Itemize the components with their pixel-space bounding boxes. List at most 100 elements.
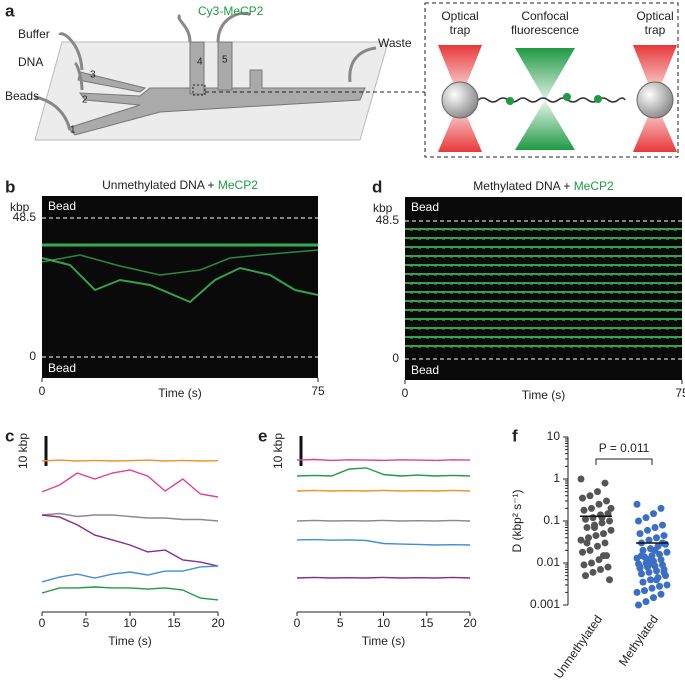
point [647,576,654,584]
point [651,524,659,532]
panel-label: e [258,426,267,445]
x-axis-label: Time (s) [522,388,566,402]
trace [41,565,219,583]
point [597,566,604,574]
trace [41,514,219,567]
flow-cell [34,11,425,141]
point [650,594,657,602]
point [639,546,647,554]
category-label: Unmethylated [551,613,605,682]
point [604,563,612,571]
point [603,497,610,505]
point [589,568,597,576]
x-tick-label: 15 [420,616,434,630]
point [594,542,601,550]
point [600,530,607,538]
point [585,534,592,542]
x-tick-label: 10 [377,616,391,630]
trace [296,458,471,462]
point [580,561,588,569]
trace [296,519,471,522]
point [650,510,657,518]
point [577,536,585,544]
trace [296,467,471,477]
trace [41,586,219,601]
point [594,488,601,496]
x-tick-label: 0 [39,616,46,630]
point [592,532,600,540]
y-tick-label: 10 [547,429,561,443]
point [648,552,656,560]
x-axis-label: Time (s) [108,634,152,648]
y-tick-label: 0.1 [543,513,560,527]
point [586,492,594,500]
point [653,576,660,584]
y-tick-label: 0 [392,351,399,365]
point [606,517,613,525]
point [607,526,615,534]
point [656,582,663,590]
point [601,539,609,547]
point [659,521,666,529]
title-protein: MeCP2 [574,179,614,193]
point [642,598,650,606]
point [645,561,653,569]
inset-label: Confocal [521,9,568,23]
point [657,504,665,512]
point [657,590,665,598]
point [604,510,612,518]
point [656,550,663,558]
point [638,552,645,560]
point [645,536,653,544]
point [595,556,603,564]
bead-label: Bead [411,200,439,214]
point [598,514,606,522]
channel-number: 3 [90,70,96,81]
x-tick-label: 0 [39,384,46,398]
channel-number: 1 [70,125,76,136]
point [598,519,606,527]
point [577,475,585,483]
x-tick-label: 75 [311,384,325,398]
protein-label: Cy3-MeCP2 [198,4,264,18]
point [588,559,595,567]
y-tick-label: 48.5 [13,210,37,224]
point [595,500,603,508]
point [639,578,647,586]
y-tick-label: 0 [29,349,36,363]
panel-label: b [5,177,15,196]
point [589,514,597,522]
point [644,556,651,564]
inset [424,2,679,158]
y-tick-label: 0.01 [537,555,561,569]
trace [41,459,219,462]
bead-label: Bead [48,199,76,213]
trace [41,469,219,498]
y-tick-label: 0.001 [530,597,560,611]
channel-number: 5 [222,55,228,66]
point [660,532,668,540]
title-text: Methylated DNA + [473,179,570,193]
point [601,479,609,487]
title-text: Unmethylated DNA + [102,178,214,192]
point [653,534,660,542]
x-tick-label: 0 [402,386,409,400]
channel-number: 4 [197,57,203,68]
point [586,546,594,554]
point [635,601,642,609]
title-protein: MeCP2 [218,178,258,192]
panel-label: a [5,1,15,20]
inlet-label: Buffer [18,27,50,41]
inlet-label: Beads [5,89,39,103]
point [582,572,589,580]
bracket [595,458,653,465]
scale-bar-label: 10 kbp [16,433,30,469]
point [579,548,586,556]
trace [296,489,471,492]
inset-label: trap [645,23,666,37]
point [600,552,607,560]
point [653,567,660,575]
point [579,494,586,502]
point [580,506,588,514]
